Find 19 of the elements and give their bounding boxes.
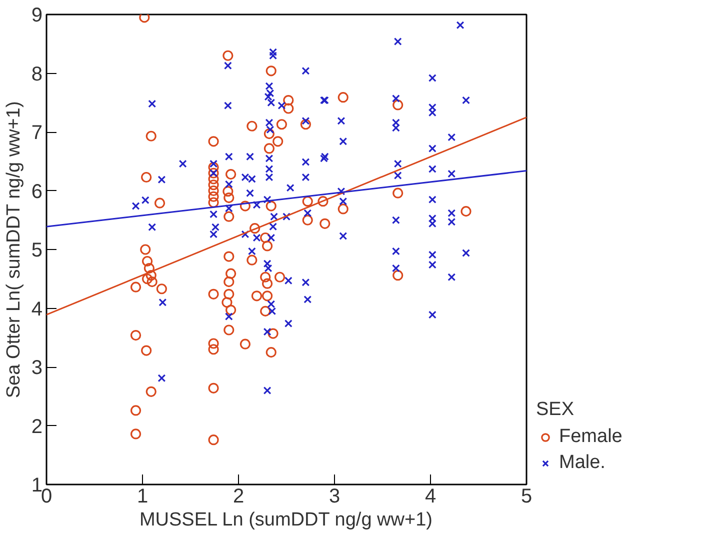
x-axis-title: MUSSEL Ln (sumDDT ng/g ww+1): [139, 510, 432, 530]
y-tick-label: 4: [31, 298, 42, 320]
y-tick-label: 8: [31, 63, 42, 86]
legend-title: SEX: [536, 399, 576, 421]
x-tick-label: 5: [520, 486, 532, 508]
y-axis-title: Sea Otter Ln( sumDDT ng/g ww+1): [3, 101, 24, 398]
y-tick-label: 3: [31, 357, 42, 379]
y-tick-label: 7: [31, 122, 42, 144]
x-tick-label: 2: [232, 486, 244, 508]
x-tick-label: 3: [328, 486, 340, 508]
x-tick-label: 1: [136, 486, 148, 508]
legend-label: Male.: [559, 452, 606, 474]
y-tick-label: 5: [31, 240, 42, 262]
x-tick-label: 0: [40, 486, 52, 508]
y-tick-label: 6: [31, 180, 42, 203]
x-tick-label: 4: [424, 486, 436, 508]
legend-label: Female: [559, 426, 622, 448]
y-tick-label: 9: [31, 4, 42, 26]
y-tick-label: 2: [31, 416, 42, 438]
